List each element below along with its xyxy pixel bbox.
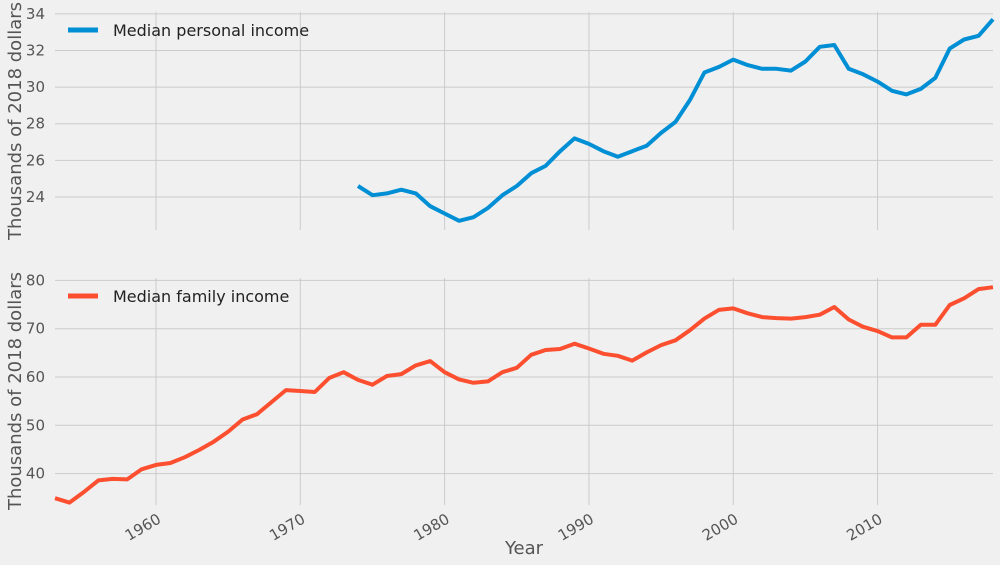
x-axis-label: Year xyxy=(504,538,544,559)
y-tick-label: 70 xyxy=(26,320,45,338)
y-tick-label: 60 xyxy=(26,368,45,386)
y-tick-label: 80 xyxy=(26,271,45,289)
y-axis-label: Thousands of 2018 dollars xyxy=(5,272,26,511)
y-tick-label: 26 xyxy=(26,151,45,169)
y-tick-label: 28 xyxy=(26,115,45,133)
legend-label: Median personal income xyxy=(113,21,309,40)
y-tick-label: 34 xyxy=(26,5,45,23)
y-tick-label: 32 xyxy=(26,41,45,59)
series-line-1 xyxy=(356,17,995,223)
y-tick-label: 24 xyxy=(26,188,45,206)
y-tick-label: 40 xyxy=(26,465,45,483)
series-line-2 xyxy=(54,285,994,505)
legend-label: Median family income xyxy=(113,287,289,306)
y-tick-label: 30 xyxy=(26,78,45,96)
y-axis-label: Thousands of 2018 dollars xyxy=(5,2,26,241)
y-tick-label: 50 xyxy=(26,416,45,434)
